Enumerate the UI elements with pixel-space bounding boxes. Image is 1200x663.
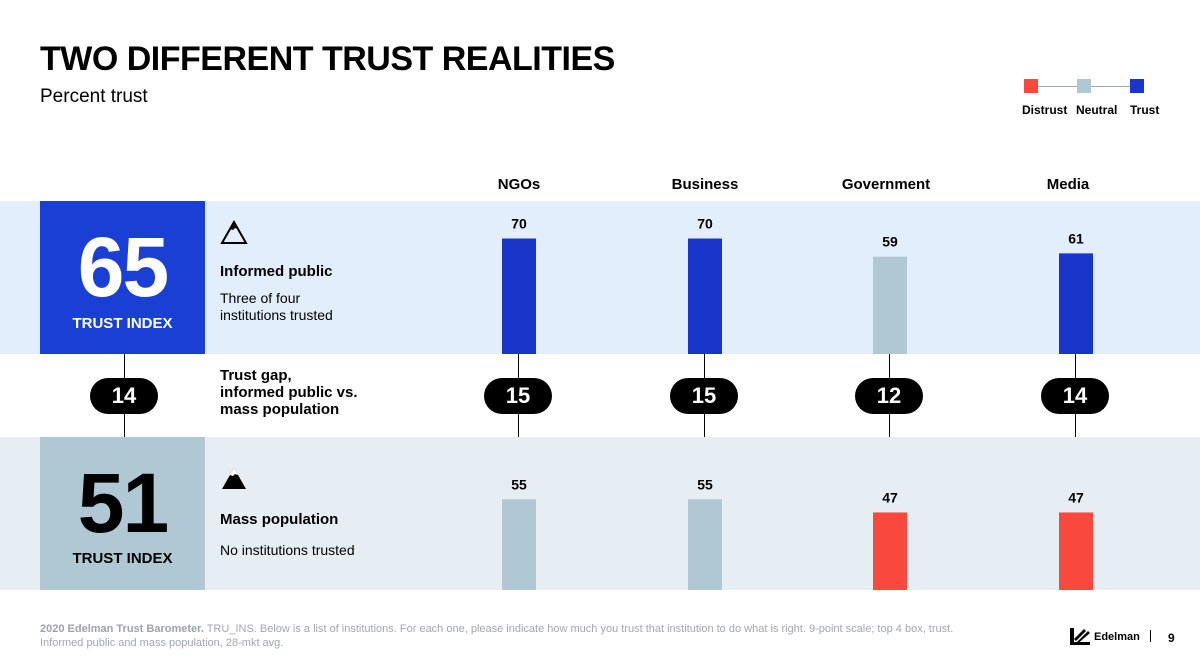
page-title: TWO DIFFERENT TRUST REALITIES — [40, 40, 615, 78]
bar-label-mass-government: 47 — [882, 489, 898, 505]
mass-trust-index-box: 51 TRUST INDEX — [40, 437, 205, 590]
legend-label-distrust: Distrust — [1022, 103, 1068, 117]
edelman-logo-icon — [1070, 628, 1090, 645]
bar-informed-business — [688, 238, 722, 354]
trust-gap-overall-pill: 14 — [90, 378, 158, 414]
bar-label-mass-ngos: 55 — [511, 476, 527, 492]
trust-gap-ngos-pill: 15 — [484, 378, 552, 414]
footnote: 2020 Edelman Trust Barometer. TRU_INS. B… — [40, 622, 1040, 650]
bar-informed-government — [873, 256, 907, 354]
footnote-line2: Informed public and mass population, 28-… — [40, 637, 284, 649]
bar-mass-ngos — [502, 499, 536, 590]
bar-label-informed-business: 70 — [697, 216, 713, 232]
brand-name: Edelman — [1094, 631, 1140, 643]
informed-public-desc-line1: Three of four — [220, 290, 301, 306]
legend-label-neutral: Neutral — [1076, 103, 1118, 117]
legend-label-trust: Trust — [1130, 103, 1160, 117]
bar-mass-government — [873, 512, 907, 590]
informed-trust-index-value: 65 — [77, 220, 169, 314]
mass-population-title: Mass population — [220, 511, 339, 528]
page-subtitle: Percent trust — [40, 86, 148, 107]
trust-gap-label-line3: mass population — [220, 401, 340, 418]
bar-label-informed-ngos: 70 — [511, 216, 527, 232]
page-number: 9 — [1168, 631, 1175, 645]
column-header-media: Media — [1046, 176, 1090, 193]
mass-population-desc: No institutions trusted — [220, 542, 355, 558]
informed-trust-index-box: 65 TRUST INDEX — [40, 201, 205, 354]
mountain-outline-icon — [220, 220, 248, 244]
mass-trust-index-label: TRUST INDEX — [72, 550, 173, 567]
legend-swatch-distrust — [1024, 79, 1038, 93]
bar-informed-ngos — [502, 238, 536, 354]
informed-trust-index-label: TRUST INDEX — [72, 315, 173, 332]
trust-gap-government-pill: 12 — [855, 378, 923, 414]
column-header-ngos: NGOs — [497, 176, 541, 193]
trust-gap-media-pill: 14 — [1041, 378, 1109, 414]
trust-gap-business-pill: 15 — [670, 378, 738, 414]
footer-divider — [1150, 630, 1151, 642]
bar-label-mass-media: 47 — [1068, 489, 1084, 505]
informed-public-desc-line2: institutions trusted — [220, 307, 333, 323]
bar-informed-media — [1059, 253, 1093, 354]
column-header-business: Business — [671, 176, 739, 193]
column-header-government: Government — [841, 176, 931, 193]
trust-gap-label-line1: Trust gap, — [220, 367, 292, 384]
bar-mass-media — [1059, 512, 1093, 590]
mountain-filled-icon — [222, 468, 246, 489]
bar-mass-business — [688, 499, 722, 590]
footnote-source: 2020 Edelman Trust Barometer. — [40, 623, 204, 635]
bar-label-mass-business: 55 — [697, 476, 713, 492]
mass-trust-index-value: 51 — [77, 456, 169, 550]
legend-swatch-neutral — [1077, 79, 1091, 93]
legend-swatch-trust — [1130, 79, 1144, 93]
informed-public-title: Informed public — [220, 263, 333, 280]
footnote-line1: TRU_INS. Below is a list of institutions… — [203, 623, 954, 635]
bar-label-informed-government: 59 — [882, 234, 898, 250]
bar-label-informed-media: 61 — [1068, 230, 1084, 246]
trust-gap-label: Trust gap, informed public vs. mass popu… — [220, 367, 358, 418]
trust-gap-label-line2: informed public vs. — [220, 384, 358, 401]
